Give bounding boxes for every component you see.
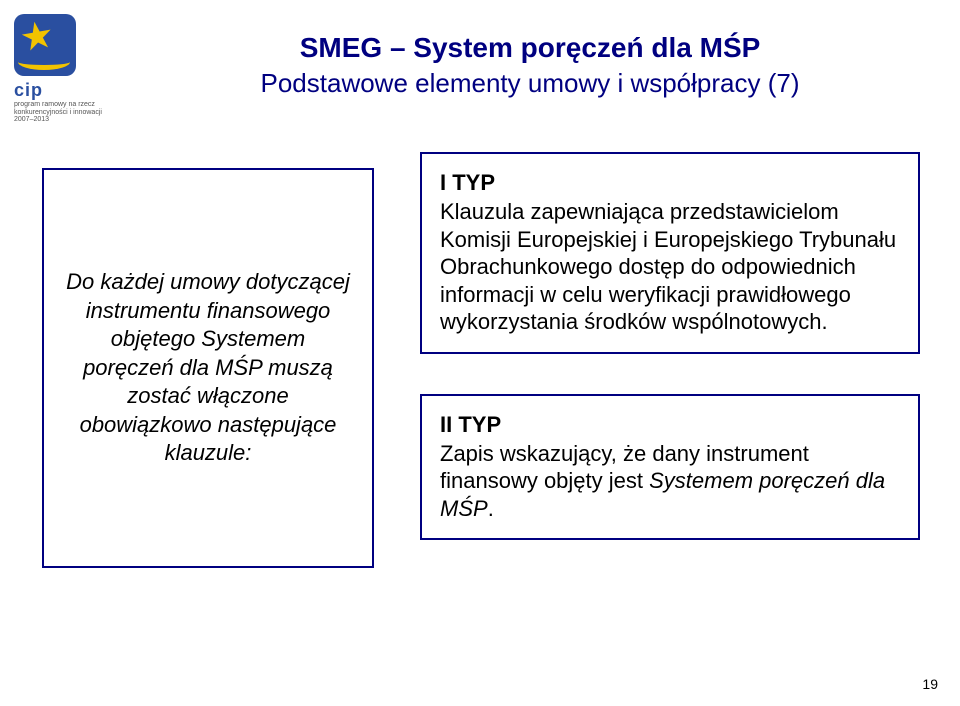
logo-abbr: cip xyxy=(14,80,43,100)
box2-heading: II TYP xyxy=(440,412,900,438)
box1-heading: I TYP xyxy=(440,170,900,196)
box-typ-1: I TYP Klauzula zapewniająca przedstawici… xyxy=(420,152,920,354)
logo-badge: ★ xyxy=(14,14,76,76)
box2-body: Zapis wskazujący, że dany instrument fin… xyxy=(440,440,900,523)
title-sub: Podstawowe elementy umowy i współpracy (… xyxy=(140,68,920,99)
box2-suffix: . xyxy=(488,496,494,521)
page-number: 19 xyxy=(922,676,938,692)
left-panel-text: Do każdej umowy dotyczącej instrumentu f… xyxy=(64,268,352,468)
logo-line1: program ramowy na rzecz xyxy=(14,101,104,109)
box1-body: Klauzula zapewniająca przedstawicielom K… xyxy=(440,198,900,336)
box-typ-2: II TYP Zapis wskazujący, że dany instrum… xyxy=(420,394,920,541)
slide-title: SMEG – System poręczeń dla MŚP Podstawow… xyxy=(140,32,920,99)
title-main: SMEG – System poręczeń dla MŚP xyxy=(140,32,920,64)
cip-logo: ★ cip program ramowy na rzecz konkurency… xyxy=(14,14,104,114)
logo-star-icon: ★ xyxy=(17,15,57,58)
right-column: I TYP Klauzula zapewniająca przedstawici… xyxy=(420,152,920,580)
logo-swoosh-icon xyxy=(18,54,70,70)
logo-years: 2007–2013 xyxy=(14,116,104,124)
logo-text: cip program ramowy na rzecz konkurencyjn… xyxy=(14,80,104,124)
left-panel: Do każdej umowy dotyczącej instrumentu f… xyxy=(42,168,374,568)
logo-line2: konkurencyjności i innowacji xyxy=(14,109,104,117)
